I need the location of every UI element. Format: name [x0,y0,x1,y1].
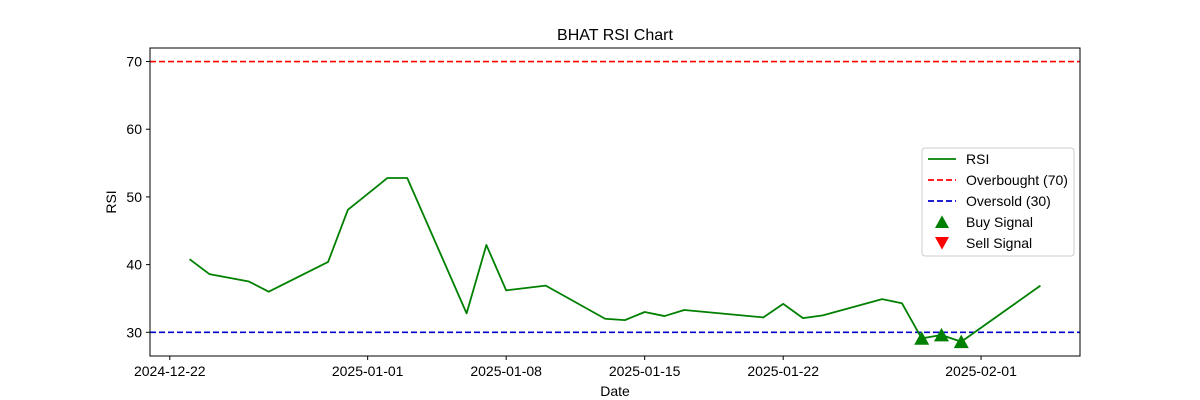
legend-swatch [935,237,949,250]
legend-label: Sell Signal [966,235,1032,251]
chart-title: BHAT RSI Chart [557,27,673,44]
legend-box [921,147,1075,257]
plot-area [150,60,1080,349]
y-axis-label: RSI [103,190,119,213]
legend-swatch [935,215,949,228]
x-tick-label: 2025-01-08 [470,363,542,379]
x-tick-label: 2025-01-15 [609,363,681,379]
legend-label: Overbought (70) [966,172,1068,188]
x-tick-label: 2025-02-01 [945,363,1017,379]
buy-signal-marker [933,327,949,342]
axes: 30 40 50 60 70 2024-12-22 2025-01-01 2025-01-08… [126,54,1017,379]
legend-entry: RSI [928,151,989,167]
legend-entry: Oversold (30) [928,193,1051,209]
buy-signal-marker [914,331,930,345]
legend-entry: Sell Signal [935,235,1032,251]
legend-entry: Overbought (70) [928,172,1068,188]
y-tick-label: 60 [126,121,142,137]
series-line-0 [189,177,1041,343]
legend-label: RSI [966,151,989,167]
x-tick-label: 2025-01-22 [747,363,819,379]
y-tick-label: 30 [126,324,142,340]
plot-frame [149,47,1081,357]
x-tick-label: 2025-01-01 [332,363,404,379]
legend: RSI Overbought (70) Oversold (30) Buy Signa… [921,147,1075,257]
legend-entry: Buy Signal [935,214,1033,230]
y-tick-label: 70 [126,54,142,70]
y-tick-label: 50 [126,189,142,205]
y-tick-label: 40 [126,257,142,273]
buy-signal-marker [953,334,969,349]
legend-label: Oversold (30) [966,193,1051,209]
x-tick-label: 2024-12-22 [134,363,206,379]
legend-label: Buy Signal [966,214,1033,230]
x-axis-label: Date [600,383,630,399]
